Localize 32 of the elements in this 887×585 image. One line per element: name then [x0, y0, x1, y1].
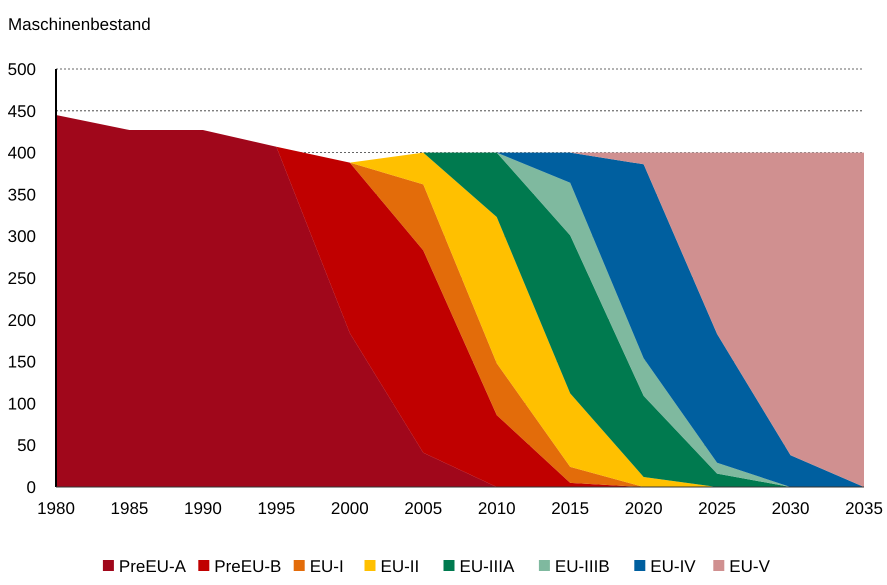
x-tick-label: 1980	[37, 499, 75, 518]
legend-label: EU-IIIA	[460, 557, 515, 576]
legend-label: EU-IIIB	[554, 557, 610, 576]
y-tick-label: 300	[8, 227, 36, 246]
x-tick-label: 2020	[624, 499, 663, 518]
x-tick-label: 2000	[330, 499, 369, 518]
x-tick-label: 1985	[110, 499, 148, 518]
y-tick-label: 250	[8, 268, 36, 288]
legend-label: PreEU-A	[118, 557, 187, 576]
x-tick-label: 2030	[772, 499, 810, 518]
y-axis-title: Maschinenbestand	[8, 15, 151, 34]
y-tick-label: 150	[8, 352, 36, 372]
legend-label: EU-II	[380, 557, 420, 576]
x-tick-label: 2010	[478, 499, 516, 518]
y-tick-label: 400	[8, 144, 36, 163]
x-tick-label: 2005	[404, 499, 442, 518]
x-tick-label: 2035	[845, 499, 883, 518]
x-tick-label: 2025	[698, 499, 736, 518]
x-tick-label: 2015	[551, 499, 590, 518]
x-tick-label: 1995	[257, 499, 296, 518]
x-tick-label: 1990	[184, 499, 222, 518]
y-tick-label: 450	[8, 102, 36, 121]
y-tick-label: 350	[8, 185, 36, 204]
y-tick-label: 500	[8, 60, 36, 79]
legend-label: EU-IV	[650, 557, 696, 576]
legend-label: PreEU-B	[214, 557, 282, 576]
legend-label: EU-V	[729, 557, 771, 576]
y-tick-label: 100	[8, 394, 36, 414]
y-tick-label: 50	[17, 436, 36, 456]
legend-label: EU-I	[310, 557, 344, 576]
y-tick-label: 0	[26, 478, 36, 497]
y-tick-label: 200	[8, 310, 36, 330]
